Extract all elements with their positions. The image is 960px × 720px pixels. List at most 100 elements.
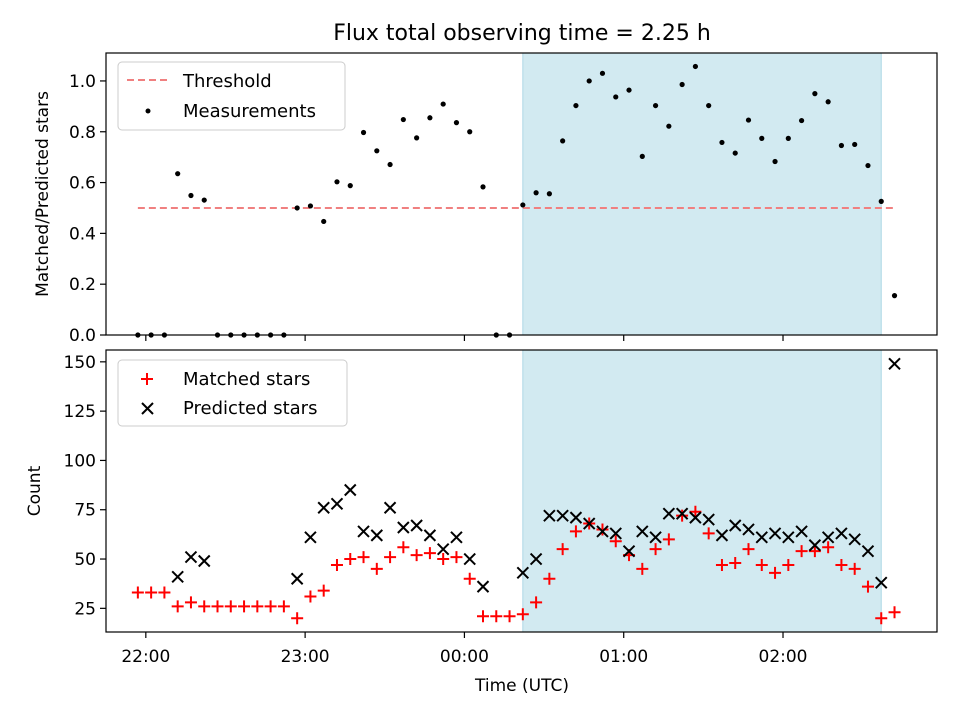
matched-star-point [676, 509, 689, 522]
matched-star-point [370, 562, 383, 575]
predicted-stars-points [171, 357, 901, 593]
measurement-point [467, 129, 473, 135]
predicted-star-point [808, 539, 822, 552]
top-ytick-label: 0.8 [69, 123, 96, 143]
measurement-point [201, 197, 207, 203]
predicted-star-point [702, 513, 715, 526]
predicted-star-point [848, 533, 861, 546]
matched-star-point [609, 535, 622, 548]
matched-star-point [795, 545, 808, 558]
predicted-star-point [330, 497, 344, 511]
measurement-point [719, 139, 725, 146]
matched-star-point [158, 586, 171, 599]
measurement-point [692, 63, 698, 70]
measurement-point [188, 192, 194, 199]
predicted-star-point [622, 544, 636, 558]
measurement-point [732, 150, 738, 156]
bottom-ytick-label: 125 [64, 402, 96, 422]
bottom-x-axis: 22:00 23:00 00:00 01:00 02:00 [121, 632, 808, 667]
measurements-legend-label: Measurements [183, 101, 316, 122]
predicted-star-point [821, 531, 835, 544]
matched-star-point [463, 572, 476, 585]
measurement-point [307, 203, 314, 209]
predicted-star-point [689, 511, 702, 524]
measurement-point [838, 142, 845, 149]
matched-star-point [729, 556, 742, 569]
predicted-star-point [742, 523, 755, 536]
predicted-star-point [755, 531, 768, 544]
measurement-point [891, 293, 898, 299]
bottom-ytick-label: 100 [64, 451, 96, 471]
predicted-star-point [835, 527, 848, 540]
predicted-star-point [609, 527, 622, 540]
top-legend: Threshold Measurements [117, 61, 346, 131]
matched-star-point [211, 600, 224, 613]
bottom-xtick-label: 22:00 [121, 647, 170, 667]
top-x-axis [145, 335, 784, 341]
predicted-star-point [516, 566, 530, 580]
matched-star-point [742, 543, 755, 556]
bottom-ytick-label: 75 [74, 501, 96, 521]
matched-star-point [384, 551, 397, 564]
matched-star-point [490, 610, 503, 623]
measurement-point [321, 218, 327, 225]
bottom-xtick-label: 23:00 [281, 647, 330, 667]
measurement-point [347, 183, 353, 189]
predicted-star-point [184, 550, 198, 564]
measurement-point [785, 135, 791, 141]
matched-star-point [198, 600, 211, 613]
bottom-legend: Matched stars Predicted stars [117, 359, 348, 427]
matched-star-point [450, 551, 463, 564]
measurement-point [759, 135, 765, 141]
matched-star-point [131, 586, 144, 599]
predicted-star-point [304, 531, 317, 544]
matched-star-point [264, 600, 277, 613]
measurement-point [374, 148, 380, 154]
predicted-legend-swatch [141, 402, 154, 415]
matched-star-point [423, 547, 436, 560]
matched-star-point [543, 572, 556, 585]
measurement-point [852, 141, 858, 148]
bottom-legend-box [117, 359, 348, 427]
measurement-point [812, 91, 818, 97]
matched-star-point [516, 608, 529, 621]
predicted-star-point [795, 525, 808, 538]
matched-star-point [848, 562, 861, 575]
measurement-point [586, 78, 592, 84]
measurement-point [360, 129, 367, 136]
measurement-points [135, 63, 898, 338]
predicted-star-point [370, 529, 384, 542]
measurement-point [706, 102, 712, 109]
top-plot-frame [105, 52, 938, 336]
predicted-star-point [423, 529, 437, 542]
bottom-plot-frame [105, 349, 938, 633]
matched-star-point [277, 600, 290, 613]
matched-star-point [477, 610, 490, 623]
measurement-point [520, 202, 526, 208]
top-ytick-label: 0.2 [69, 275, 96, 295]
predicted-star-point [463, 552, 476, 566]
measurement-point [453, 120, 460, 126]
predicted-star-point [171, 570, 184, 583]
bottom-ytick-label: 150 [64, 353, 96, 373]
matched-star-point [689, 505, 702, 518]
matched-star-point [238, 600, 251, 613]
top-y-axis-label: Matched/Predicted stars [33, 91, 53, 297]
top-ytick-label: 0.6 [69, 174, 96, 194]
x-axis-label: Time (UTC) [474, 676, 569, 696]
matched-star-point [184, 596, 197, 609]
matched-star-point [291, 612, 304, 625]
measurement-point [878, 198, 884, 204]
measurement-point [427, 115, 433, 121]
predicted-star-point [649, 531, 662, 544]
matched-star-point [835, 558, 848, 571]
top-ytick-label: 1.0 [69, 72, 96, 92]
predicted-star-point [662, 507, 676, 520]
top-legend-box [117, 61, 346, 131]
matched-stars-points [131, 505, 901, 625]
measurement-point [387, 161, 393, 168]
measurement-point [666, 123, 672, 129]
predicted-star-point [556, 509, 569, 522]
matched-star-point [875, 612, 888, 625]
